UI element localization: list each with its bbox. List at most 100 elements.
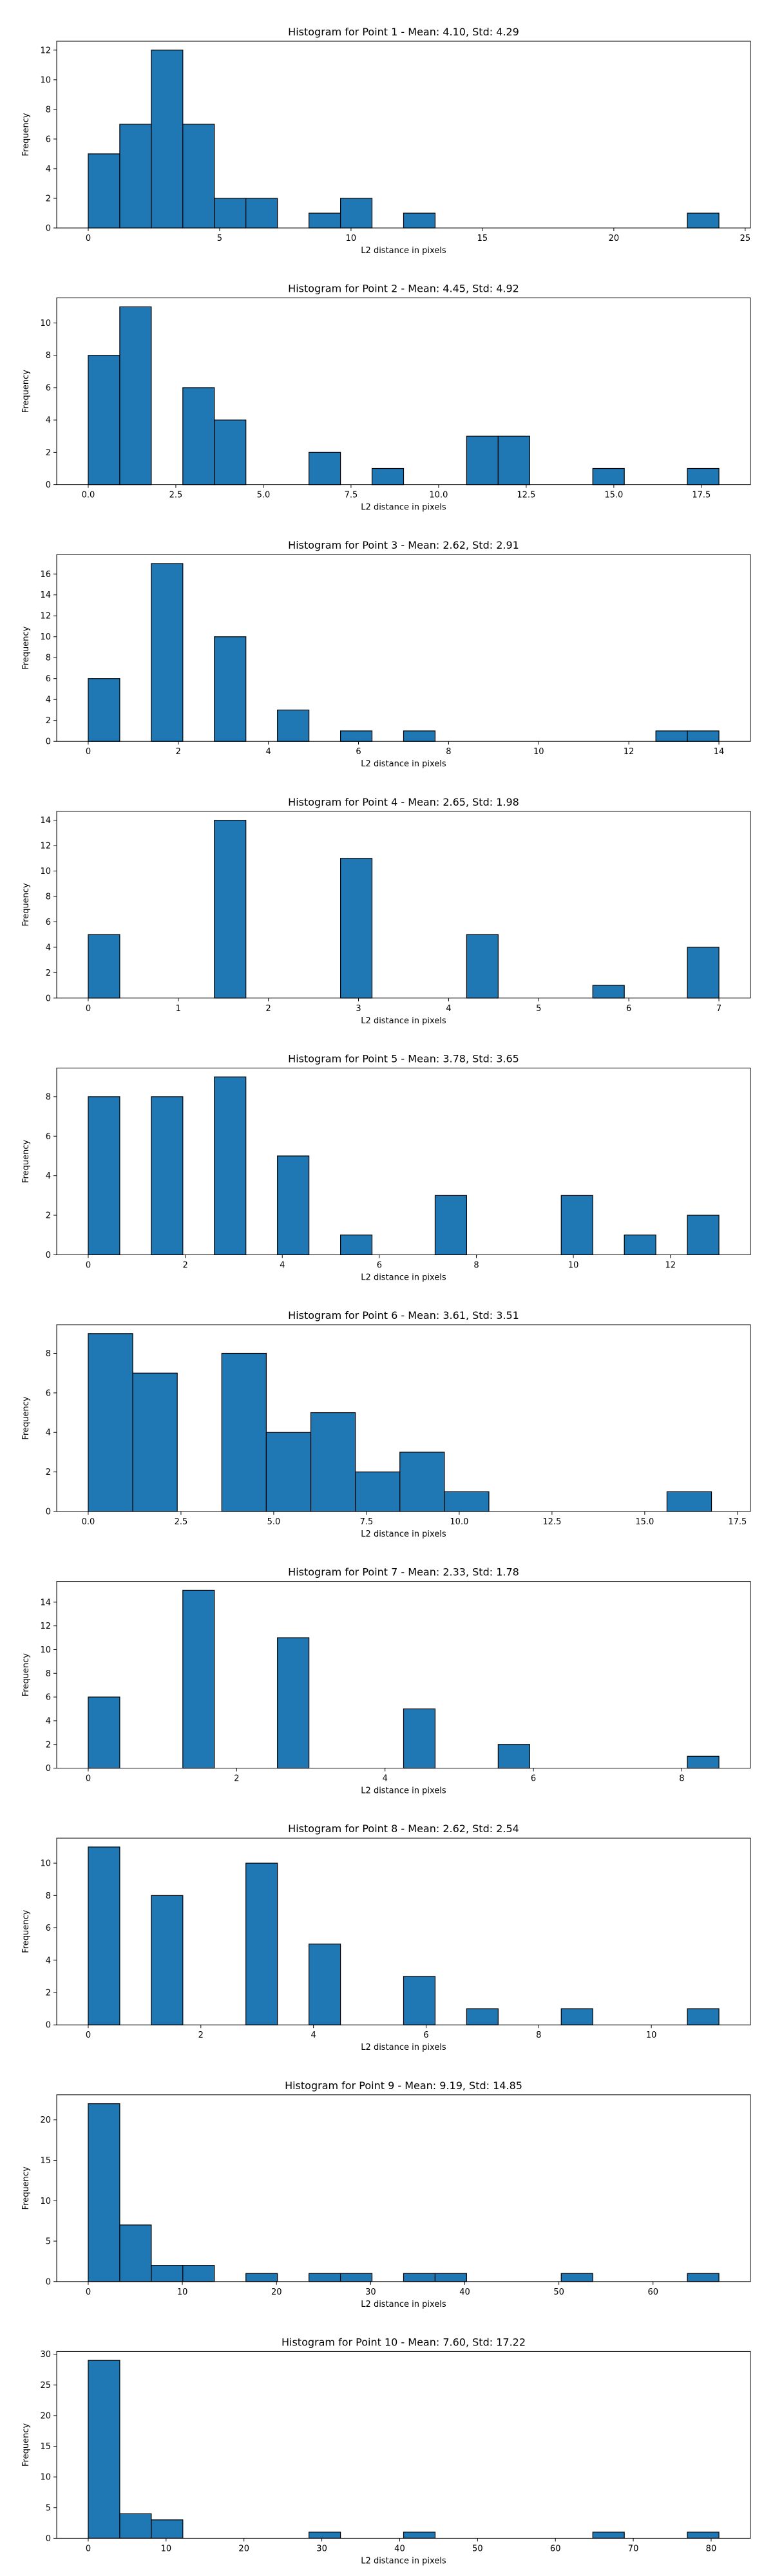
histogram-bar: [88, 2103, 120, 2282]
histogram-bar: [277, 1637, 310, 1769]
y-tick-label: 4: [46, 1428, 51, 1438]
x-tick-label: 2: [182, 1260, 187, 1270]
y-tick-label: 2: [46, 716, 51, 726]
chart-title: Histogram for Point 10 - Mean: 7.60, Std…: [282, 2336, 526, 2348]
x-tick-label: 10: [177, 2287, 188, 2297]
y-tick-label: 5: [46, 2503, 51, 2513]
y-tick-label: 2: [46, 194, 51, 204]
x-tick-label: 40: [394, 2544, 405, 2553]
x-tick-label: 0: [86, 1260, 91, 1270]
histogram-bar: [339, 2273, 373, 2282]
histogram-bar: [182, 2265, 215, 2282]
histogram-bar: [88, 2360, 120, 2539]
x-tick-label: 20: [238, 2544, 249, 2553]
y-tick-label: 10: [40, 75, 51, 85]
histogram-bar: [309, 2273, 341, 2282]
histogram-bar: [277, 709, 310, 742]
y-tick-label: 4: [46, 696, 51, 705]
x-tick-label: 0.0: [82, 1517, 95, 1527]
histogram-bar: [403, 213, 436, 229]
x-tick-label: 2.5: [175, 1517, 188, 1527]
axes-frame: [56, 2094, 751, 2282]
axes-frame: [56, 2351, 751, 2539]
histogram-bar: [214, 636, 247, 742]
y-tick-label: 8: [46, 1891, 51, 1901]
y-tick-label: 0: [46, 1508, 51, 1517]
histogram-bar: [151, 563, 184, 742]
y-tick-label: 2: [46, 1468, 51, 1477]
chart-title: Histogram for Point 6 - Mean: 3.61, Std:…: [288, 1309, 519, 1321]
histogram-bar: [119, 124, 152, 229]
y-tick-label: 8: [46, 1092, 51, 1102]
x-tick-label: 10: [568, 1260, 579, 1270]
y-axis-label: Frequency: [21, 1653, 31, 1696]
histogram-bar: [309, 2532, 341, 2539]
histogram-bar: [687, 213, 720, 229]
histogram-bar: [265, 1432, 312, 1512]
x-tick-label: 4: [310, 2031, 316, 2040]
histogram-bar: [497, 1744, 530, 1769]
histogram-3: Histogram for Point 3 - Mean: 2.62, Std:…: [21, 539, 751, 769]
x-tick-label: 7.5: [360, 1517, 374, 1527]
chart-title: Histogram for Point 1 - Mean: 4.10, Std:…: [288, 26, 519, 38]
y-tick-label: 30: [40, 2350, 51, 2360]
histogram-bar: [277, 1155, 310, 1255]
x-tick-label: 5: [536, 1004, 541, 1014]
y-tick-label: 0: [46, 1764, 51, 1774]
y-tick-label: 0: [46, 1251, 51, 1260]
y-tick-label: 6: [46, 918, 51, 927]
chart-title: Histogram for Point 7 - Mean: 2.33, Std:…: [288, 1566, 519, 1578]
x-tick-label: 10: [346, 234, 357, 243]
y-tick-label: 10: [40, 632, 51, 642]
y-axis-label: Frequency: [21, 370, 31, 413]
histogram-bar: [560, 1195, 593, 1255]
x-tick-label: 0: [86, 2544, 91, 2553]
y-tick-label: 14: [40, 1598, 51, 1607]
y-tick-label: 12: [40, 612, 51, 621]
x-axis-label: L2 distance in pixels: [361, 1273, 446, 1282]
y-tick-label: 6: [46, 674, 51, 684]
histogram-bar: [88, 355, 120, 486]
y-tick-label: 6: [46, 135, 51, 144]
histogram-bar: [592, 2532, 625, 2539]
histogram-bar: [403, 730, 436, 742]
y-tick-label: 4: [46, 1716, 51, 1726]
axes-frame: [56, 41, 751, 229]
chart-title: Histogram for Point 9 - Mean: 9.19, Std:…: [285, 2079, 522, 2092]
histogram-bar: [182, 387, 215, 486]
histogram-bar: [310, 1412, 356, 1512]
x-axis-label: L2 distance in pixels: [361, 1530, 446, 1539]
y-tick-label: 10: [40, 2197, 51, 2206]
histogram-bar: [339, 198, 373, 229]
x-tick-label: 0: [86, 2287, 91, 2297]
histogram-bar: [434, 2273, 468, 2282]
histogram-bar: [339, 730, 373, 742]
x-tick-label: 17.5: [692, 491, 711, 500]
y-tick-label: 10: [40, 1645, 51, 1655]
x-tick-label: 0: [86, 747, 91, 757]
x-tick-label: 40: [459, 2287, 470, 2297]
x-tick-label: 7: [716, 1004, 721, 1014]
x-tick-label: 2: [198, 2031, 204, 2040]
y-axis-label: Frequency: [21, 1909, 31, 1953]
y-tick-label: 2: [46, 448, 51, 458]
histogram-bar: [221, 1352, 267, 1512]
histogram-bar: [403, 1708, 436, 1769]
histogram-bar: [309, 451, 341, 486]
x-tick-label: 2: [266, 1004, 271, 1014]
histogram-bar: [444, 1491, 490, 1512]
y-axis-label: Frequency: [21, 113, 31, 156]
chart-title: Histogram for Point 3 - Mean: 2.62, Std:…: [288, 539, 519, 551]
y-tick-label: 6: [46, 383, 51, 393]
histogram-bar: [88, 1096, 120, 1256]
y-tick-label: 2: [46, 969, 51, 978]
histogram-bar: [560, 2273, 593, 2282]
y-tick-label: 8: [46, 351, 51, 361]
histogram-bar: [151, 2519, 184, 2539]
y-tick-label: 6: [46, 1388, 51, 1398]
y-axis-label: Frequency: [21, 883, 31, 926]
y-tick-label: 6: [46, 1924, 51, 1933]
histogram-bar: [687, 730, 720, 742]
x-axis-label: L2 distance in pixels: [361, 2300, 446, 2309]
chart-title: Histogram for Point 5 - Mean: 3.78, Std:…: [288, 1052, 519, 1065]
